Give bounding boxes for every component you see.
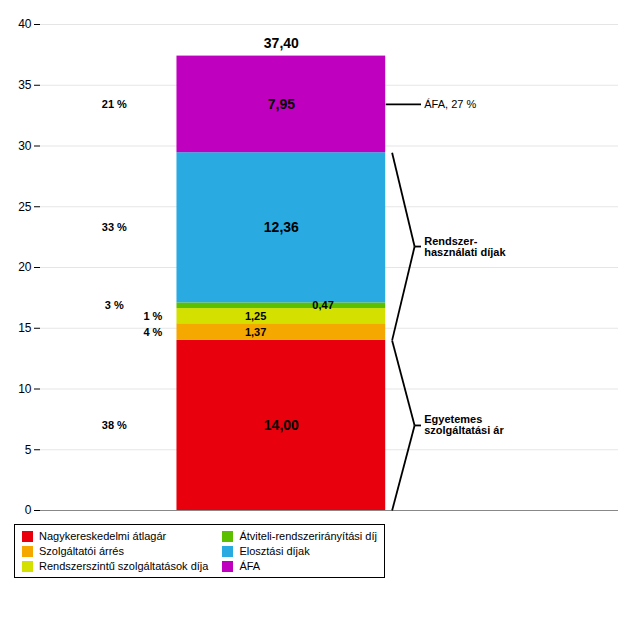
svg-text:4 %: 4 %	[143, 326, 162, 338]
svg-text:1 %: 1 %	[143, 310, 162, 322]
svg-text:15: 15	[18, 321, 32, 335]
html-text:Nagykereskedelmi átlagár: Nagykereskedelmi átlagár	[39, 530, 167, 542]
svg-text:40: 40	[18, 17, 32, 31]
svg-text:38 %: 38 %	[102, 419, 127, 431]
svg-text:21 %: 21 %	[102, 98, 127, 110]
html-text:Elosztási díjak: Elosztási díjak	[239, 545, 310, 557]
svg-text:Rendszer-használati díjak: Rendszer-használati díjak	[424, 235, 506, 258]
svg-text:14,00: 14,00	[264, 417, 299, 433]
svg-text:30: 30	[18, 139, 32, 153]
svg-text:12,36: 12,36	[264, 219, 299, 235]
svg-text:20: 20	[18, 260, 32, 274]
svg-text:0: 0	[25, 503, 32, 517]
svg-text:33 %: 33 %	[102, 221, 127, 233]
svg-text:37,40: 37,40	[264, 35, 299, 51]
html-text:Szolgáltatói árrés: Szolgáltatói árrés	[39, 545, 124, 557]
svg-text:1,37: 1,37	[245, 326, 266, 338]
html-text:ÁFA: ÁFA	[239, 560, 261, 572]
svg-text:3 %: 3 %	[105, 299, 124, 311]
svg-text:25: 25	[18, 200, 32, 214]
svg-text:7,95: 7,95	[268, 96, 295, 112]
svg-text:0,47: 0,47	[312, 299, 333, 311]
svg-text:Egyetemesszolgáltatási ár: Egyetemesszolgáltatási ár	[424, 413, 504, 436]
html-text:Rendszerszintű szolgáltatások: Rendszerszintű szolgáltatások díja	[39, 560, 209, 572]
html-text:Átviteli-rendszerirányítási dí: Átviteli-rendszerirányítási díj	[239, 530, 377, 542]
svg-text:10: 10	[18, 382, 32, 396]
svg-text:35: 35	[18, 78, 32, 92]
svg-text:ÁFA, 27 %: ÁFA, 27 %	[424, 98, 476, 110]
svg-text:1,25: 1,25	[245, 310, 266, 322]
svg-text:5: 5	[25, 443, 32, 457]
